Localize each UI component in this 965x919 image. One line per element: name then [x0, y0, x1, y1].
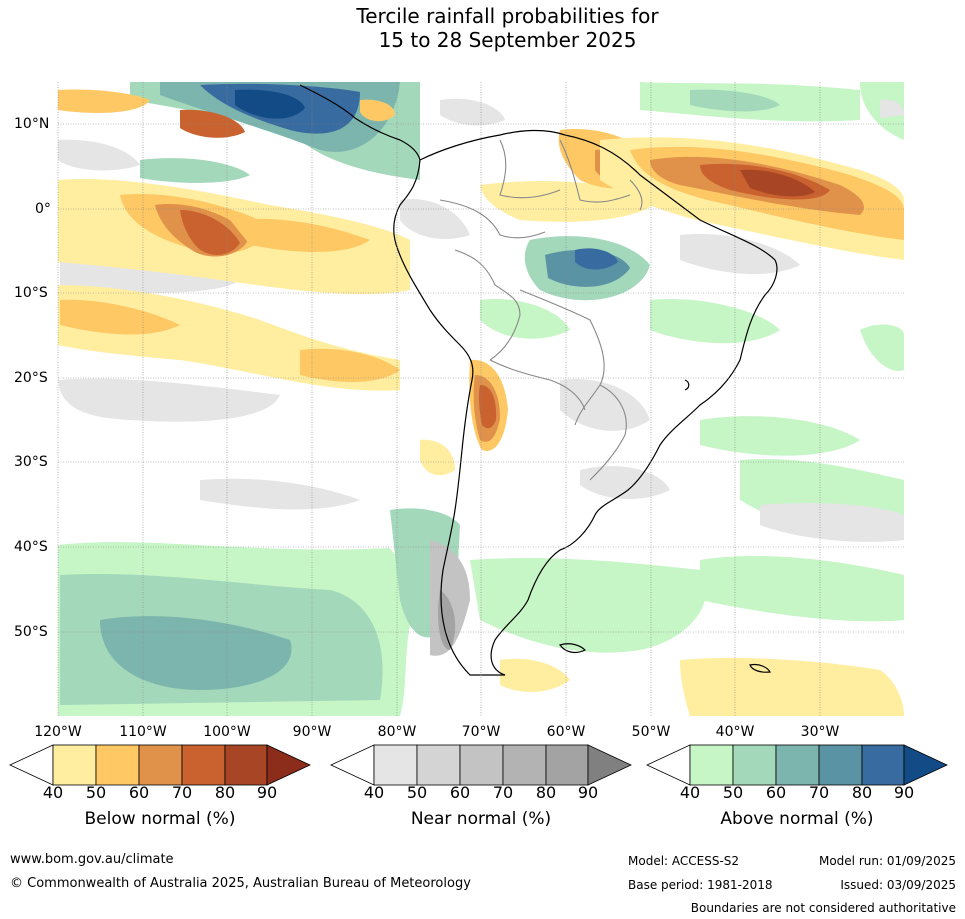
above-tick-40: 40 [679, 783, 701, 802]
near-tick-80: 80 [535, 783, 557, 802]
above-normal-label: Above normal (%) [720, 809, 874, 829]
base-period-info: Base period: 1981-2018 [628, 878, 773, 892]
lat-label-10s: 10°S [14, 285, 48, 301]
graticule [57, 82, 904, 716]
coastlines [299, 84, 778, 676]
disclaimer-text: Boundaries are not considered authoritat… [690, 901, 956, 915]
below-tick-70: 70 [171, 783, 193, 802]
copyright-text: © Commonwealth of Australia 2025, Austra… [10, 876, 471, 891]
above-tick-60: 60 [765, 783, 787, 802]
lat-label-0: 0° [35, 201, 51, 217]
lon-label-30w: 30°W [800, 724, 840, 740]
lat-label-30s: 30°S [14, 454, 48, 470]
lat-label-20s: 20°S [14, 370, 48, 386]
lon-label-40w: 40°W [715, 724, 755, 740]
lon-label-50w: 50°W [631, 724, 671, 740]
country-borders [439, 139, 643, 481]
above-tick-90: 90 [893, 783, 915, 802]
near-normal-regions [58, 98, 904, 656]
near-tick-40: 40 [363, 783, 385, 802]
below-tick-60: 60 [128, 783, 150, 802]
lon-label-80w: 80°W [377, 724, 417, 740]
website-link[interactable]: www.bom.gov.au/climate [10, 852, 174, 867]
near-tick-60: 60 [449, 783, 471, 802]
map-title: Tercile rainfall probabilities for 15 to… [0, 4, 965, 52]
below-normal-regions [58, 89, 904, 716]
below-tick-50: 50 [85, 783, 107, 802]
above-tick-80: 80 [851, 783, 873, 802]
lon-label-60w: 60°W [546, 724, 586, 740]
model-info: Model: ACCESS-S2 [628, 854, 740, 868]
issued-info: Issued: 03/09/2025 [840, 878, 956, 892]
lon-label-70w: 70°W [461, 724, 501, 740]
near-normal-label: Near normal (%) [410, 809, 552, 829]
above-tick-70: 70 [808, 783, 830, 802]
below-tick-80: 80 [214, 783, 236, 802]
above-tick-50: 50 [722, 783, 744, 802]
lon-label-90w: 90°W [292, 724, 332, 740]
colorbar-below-normal [9, 744, 311, 786]
model-run-info: Model run: 01/09/2025 [818, 854, 956, 868]
title-line-2: 15 to 28 September 2025 [378, 28, 637, 52]
colorbar-near-normal [330, 744, 632, 786]
near-tick-50: 50 [406, 783, 428, 802]
lon-label-120w: 120°W [34, 724, 82, 740]
lat-label-40s: 40°S [14, 539, 48, 555]
lat-label-50s: 50°S [14, 624, 48, 640]
near-tick-90: 90 [577, 783, 599, 802]
below-tick-90: 90 [256, 783, 278, 802]
below-normal-label: Below normal (%) [84, 809, 236, 829]
map-area [58, 82, 904, 716]
lat-label-10n: 10°N [14, 116, 50, 132]
colorbar-above-normal [646, 744, 948, 786]
title-line-1: Tercile rainfall probabilities for [356, 4, 659, 28]
near-tick-70: 70 [492, 783, 514, 802]
below-tick-40: 40 [42, 783, 64, 802]
lon-label-100w: 100°W [203, 724, 251, 740]
lon-label-110w: 110°W [119, 724, 167, 740]
